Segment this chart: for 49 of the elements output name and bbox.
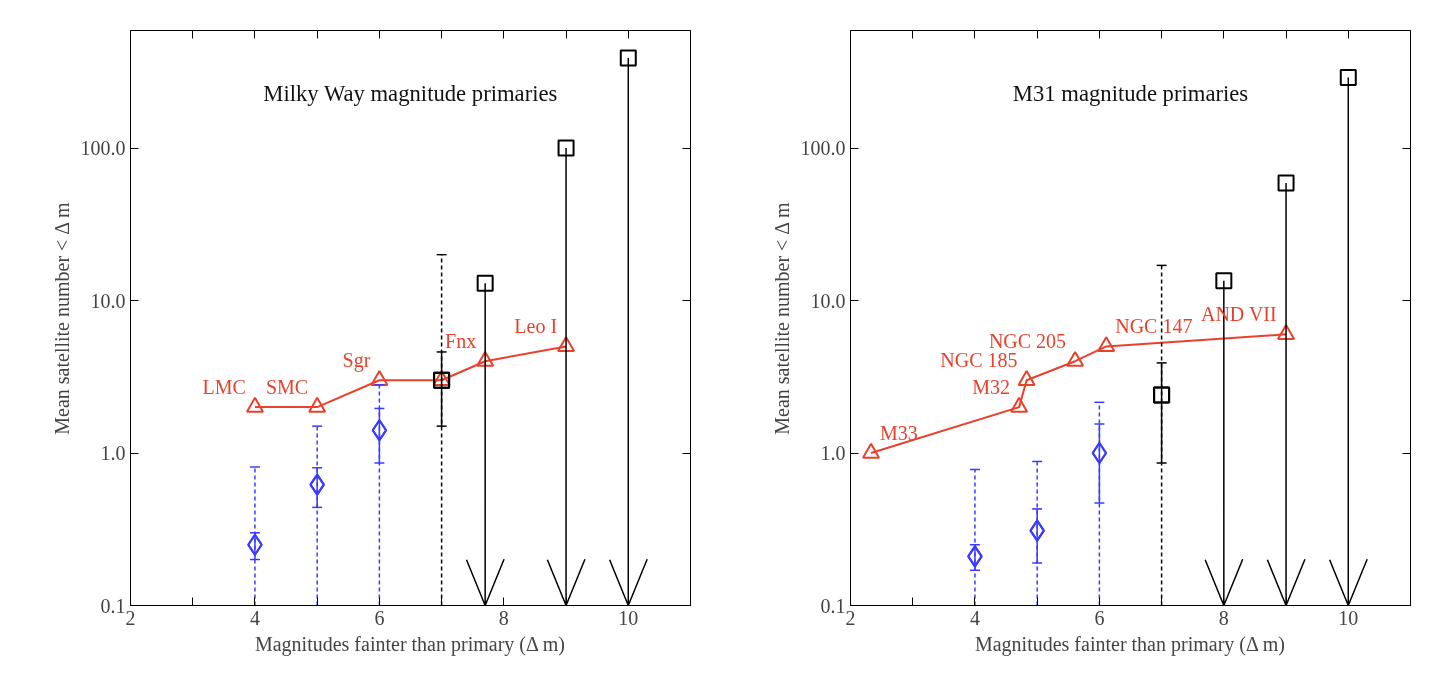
point xyxy=(245,396,264,413)
point xyxy=(1339,69,1357,87)
x-tick-label: 4 xyxy=(249,606,260,629)
x-tick-label: 8 xyxy=(498,606,509,629)
point xyxy=(476,350,495,367)
x-axis-title: Magnitudes fainter than primary (Δ m) xyxy=(254,632,565,656)
y-axis-title: Mean satellite number < Δ m xyxy=(50,201,73,435)
y-tick-label: 0.1 xyxy=(820,594,846,617)
annotation: Sgr xyxy=(342,349,371,373)
y-tick-label: 100.0 xyxy=(800,137,846,160)
x-tick-label: 2 xyxy=(845,606,856,629)
y-tick-label: 10.0 xyxy=(810,289,846,312)
x-tick-label: 10 xyxy=(618,606,639,629)
point xyxy=(557,336,576,353)
point xyxy=(1215,272,1233,290)
point xyxy=(308,396,327,413)
x-tick-label: 6 xyxy=(1094,606,1105,629)
x-tick-label: 6 xyxy=(374,606,385,629)
annotation: Fnx xyxy=(445,330,477,353)
annotation: M32 xyxy=(972,376,1011,399)
y-tick-label: 10.0 xyxy=(90,289,126,312)
annotation: NGC 147 xyxy=(1115,315,1193,338)
y-tick-label: 100.0 xyxy=(80,137,126,160)
point xyxy=(557,139,575,157)
x-tick-label: 10 xyxy=(1338,606,1359,629)
x-tick-label: 4 xyxy=(969,606,980,629)
x-tick-label: 8 xyxy=(1218,606,1229,629)
point xyxy=(862,442,881,459)
text: Milky Way magnitude primaries xyxy=(263,80,558,106)
point xyxy=(370,370,389,386)
x-tick-label: 2 xyxy=(125,606,136,629)
point xyxy=(476,274,494,292)
point xyxy=(1277,174,1295,192)
y-axis-title: Mean satellite number < Δ m xyxy=(770,201,793,435)
annotation: M33 xyxy=(880,422,918,445)
annotation: SMC xyxy=(265,376,309,399)
point xyxy=(619,49,637,67)
y-tick-label: 1.0 xyxy=(820,442,846,465)
point xyxy=(1277,324,1296,340)
annotation: LMC xyxy=(202,376,246,399)
point xyxy=(1010,396,1029,413)
point xyxy=(1097,336,1116,353)
point xyxy=(1066,350,1085,367)
y-tick-label: 0.1 xyxy=(100,594,126,617)
x-axis-title: Magnitudes fainter than primary (Δ m) xyxy=(974,632,1285,656)
text: M31 magnitude primaries xyxy=(1012,80,1249,106)
y-tick-label: 1.0 xyxy=(100,442,126,465)
annotation: Leo I xyxy=(514,315,558,338)
point xyxy=(1017,370,1036,386)
